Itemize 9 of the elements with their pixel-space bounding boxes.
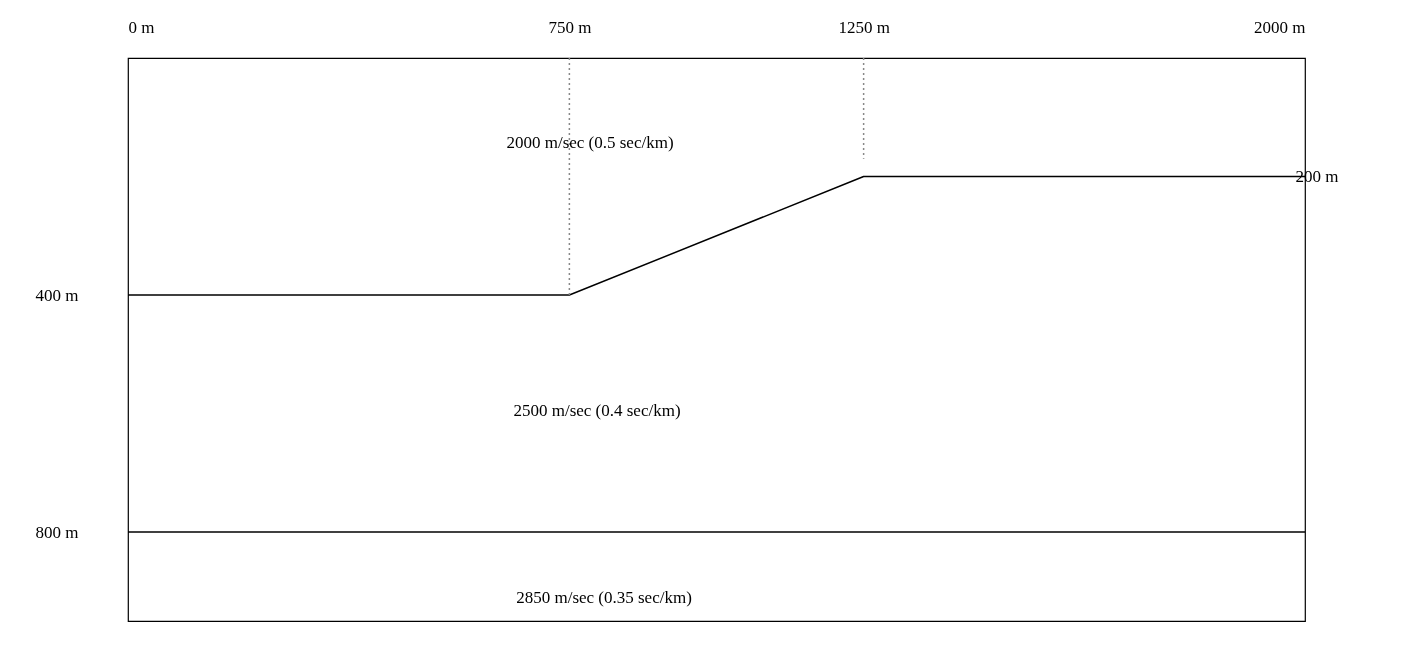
annotation: 2000 m/sec (0.5 sec/km) xyxy=(506,133,674,152)
x-tick-label: 750 m xyxy=(548,17,592,37)
y-tick-label: 800 m xyxy=(35,522,79,542)
x-tick-label: 0 m xyxy=(128,17,155,37)
annotation: 2850 m/sec (0.35 sec/km) xyxy=(516,588,692,607)
x-tick-label: 2000 m xyxy=(1254,17,1306,37)
x-tick-label: 1250 m xyxy=(838,17,890,37)
y-tick-label: 400 m xyxy=(35,285,79,305)
annotation: 2500 m/sec (0.4 sec/km) xyxy=(513,401,681,420)
